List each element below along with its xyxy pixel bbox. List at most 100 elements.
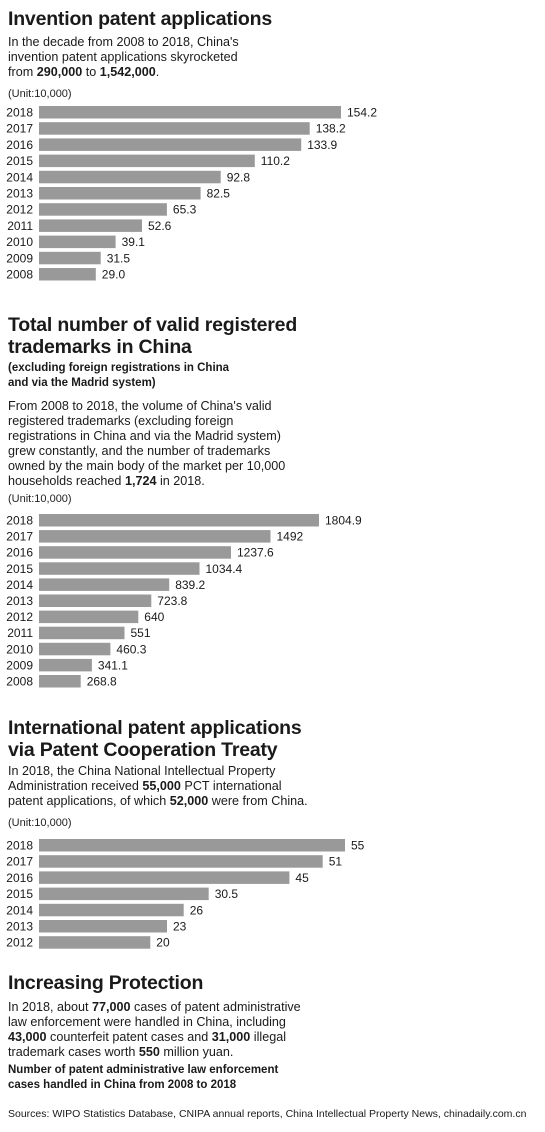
description-line: In 2018, about 77,000 cases of patent ad…: [8, 1000, 301, 1015]
year-tick-label: 2013: [6, 187, 33, 201]
year-tick-label: 2014: [6, 903, 33, 917]
bar-2012: [39, 936, 151, 949]
bar-2013: [39, 920, 167, 933]
description-line: patent applications, of which 52,000 wer…: [8, 794, 308, 809]
text-segment: in 2018.: [156, 474, 205, 488]
highlight-number: 77,000: [92, 1000, 131, 1014]
bar-value-label: 45: [295, 871, 309, 885]
text-segment: In 2018, the China National Intellectual…: [8, 764, 276, 778]
highlight-number: 43,000: [8, 1030, 47, 1044]
year-tick-label: 2013: [6, 920, 33, 934]
text-segment: were from China.: [208, 794, 308, 808]
description-line: From 2008 to 2018, the volume of China's…: [8, 399, 285, 414]
bar-2010: [39, 642, 111, 656]
chart-3-unit-label: (Unit:10,000): [8, 817, 72, 829]
text-segment: invention patent applications skyrockete…: [8, 50, 238, 64]
text-segment: to: [82, 65, 100, 79]
year-tick-label: 2015: [6, 562, 33, 576]
bar-2012: [39, 203, 167, 216]
text-segment: PCT international: [180, 779, 282, 793]
year-tick-label: 2013: [6, 594, 33, 608]
section-2-subtitle: (excluding foreign registrations in Chin…: [8, 361, 229, 391]
bar-value-label: 55: [351, 839, 365, 853]
year-tick-label: 2012: [6, 610, 33, 624]
year-tick-label: 2014: [6, 578, 33, 592]
bar-2018: [39, 839, 345, 852]
section-4-description: In 2018, about 77,000 cases of patent ad…: [8, 1000, 301, 1060]
bar-value-label: 23: [173, 920, 187, 934]
description-line: trademark cases worth 550 million yuan.: [8, 1045, 301, 1060]
bar-2015: [39, 562, 200, 575]
bar-2016: [39, 138, 302, 151]
year-tick-label: 2012: [6, 936, 33, 950]
highlight-number: 1,724: [124, 474, 157, 488]
bar-value-label: 723.8: [157, 594, 187, 608]
bar-value-label: 460.3: [116, 642, 146, 656]
bar-2009: [39, 658, 92, 672]
description-line: In 2018, the China National Intellectual…: [8, 764, 308, 779]
bar-value-label: 30.5: [215, 887, 239, 901]
bar-value-label: 138.2: [316, 122, 346, 136]
text-segment: In 2018, about: [8, 1000, 93, 1014]
text-segment: From 2008 to 2018, the volume of China's…: [8, 399, 272, 413]
bar-value-label: 31.5: [107, 251, 131, 265]
bar-value-label: 133.9: [307, 138, 337, 152]
description-line: In the decade from 2008 to 2018, China's: [8, 35, 239, 50]
year-tick-label: 2016: [6, 546, 33, 560]
highlight-number: 31,000: [211, 1030, 251, 1044]
highlight-number: 550: [138, 1045, 160, 1059]
text-line: cases handled in China from 2008 to 2018: [8, 1079, 237, 1091]
bar-2017: [39, 855, 323, 868]
year-tick-label: 2017: [6, 855, 33, 869]
year-tick-label: 2017: [6, 122, 33, 136]
bar-2011: [39, 626, 125, 640]
bar-2013: [39, 187, 201, 200]
bar-value-label: 640: [144, 610, 164, 624]
section-1-description: In the decade from 2008 to 2018, China's…: [8, 35, 239, 80]
bar-value-label: 1804.9: [325, 514, 362, 528]
text-line: via Patent Cooperation Treaty: [8, 739, 278, 761]
bar-value-label: 110.2: [261, 154, 290, 168]
year-tick-label: 2015: [6, 154, 33, 168]
year-tick-label: 2010: [6, 642, 33, 656]
text-segment: grew constantly, and the number of trade…: [8, 444, 271, 458]
year-tick-label: 2018: [6, 106, 33, 120]
description-line: registrations in China and via the Madri…: [8, 429, 285, 444]
year-tick-label: 2018: [6, 514, 33, 528]
section-4-title: Increasing Protection: [8, 972, 203, 994]
text-segment: trademark cases worth: [8, 1045, 139, 1059]
bar-2017: [39, 530, 271, 543]
highlight-number: 55,000: [142, 779, 181, 793]
year-tick-label: 2017: [6, 530, 33, 544]
year-tick-label: 2015: [6, 887, 33, 901]
text-segment: owned by the main body of the market per…: [8, 459, 286, 473]
bar-value-label: 82.5: [207, 187, 231, 201]
text-segment: illegal: [250, 1030, 286, 1044]
bar-value-label: 1492: [277, 530, 304, 544]
bar-2010: [39, 235, 116, 249]
section-2-title: Total number of valid registered trademar…: [8, 314, 297, 358]
bar-value-label: 1237.6: [237, 546, 274, 560]
bar-value-label: 1034.4: [206, 562, 243, 576]
bar-2008: [39, 268, 96, 281]
chart-2-unit-label: (Unit:10,000): [8, 493, 72, 505]
bar-2008: [39, 675, 81, 688]
bar-value-label: 39.1: [122, 235, 146, 249]
text-segment: cases of patent administrative: [130, 1000, 301, 1014]
bar-2017: [39, 122, 310, 135]
text-segment: million yuan.: [159, 1045, 234, 1059]
bar-value-label: 154.2: [347, 106, 377, 120]
year-tick-label: 2008: [6, 268, 33, 282]
section-3-title: International patent applications via Pat…: [8, 717, 302, 761]
description-line: households reached 1,724 in 2018.: [8, 474, 285, 489]
year-tick-label: 2011: [7, 626, 33, 640]
description-line: 43,000 counterfeit patent cases and 31,0…: [8, 1030, 301, 1045]
bar-2018: [39, 514, 319, 527]
text-segment: from: [8, 65, 37, 79]
bar-2011: [39, 219, 142, 232]
chart-1-invention-patents: 2018 154.2 2017 138.2 2016 133.9 2015 110.2 2014…: [6, 106, 377, 282]
text-segment: In the decade from 2008 to 2018, China's: [8, 35, 239, 49]
text-line: Invention patent applications: [8, 8, 272, 30]
description-line: grew constantly, and the number of trade…: [8, 444, 285, 459]
